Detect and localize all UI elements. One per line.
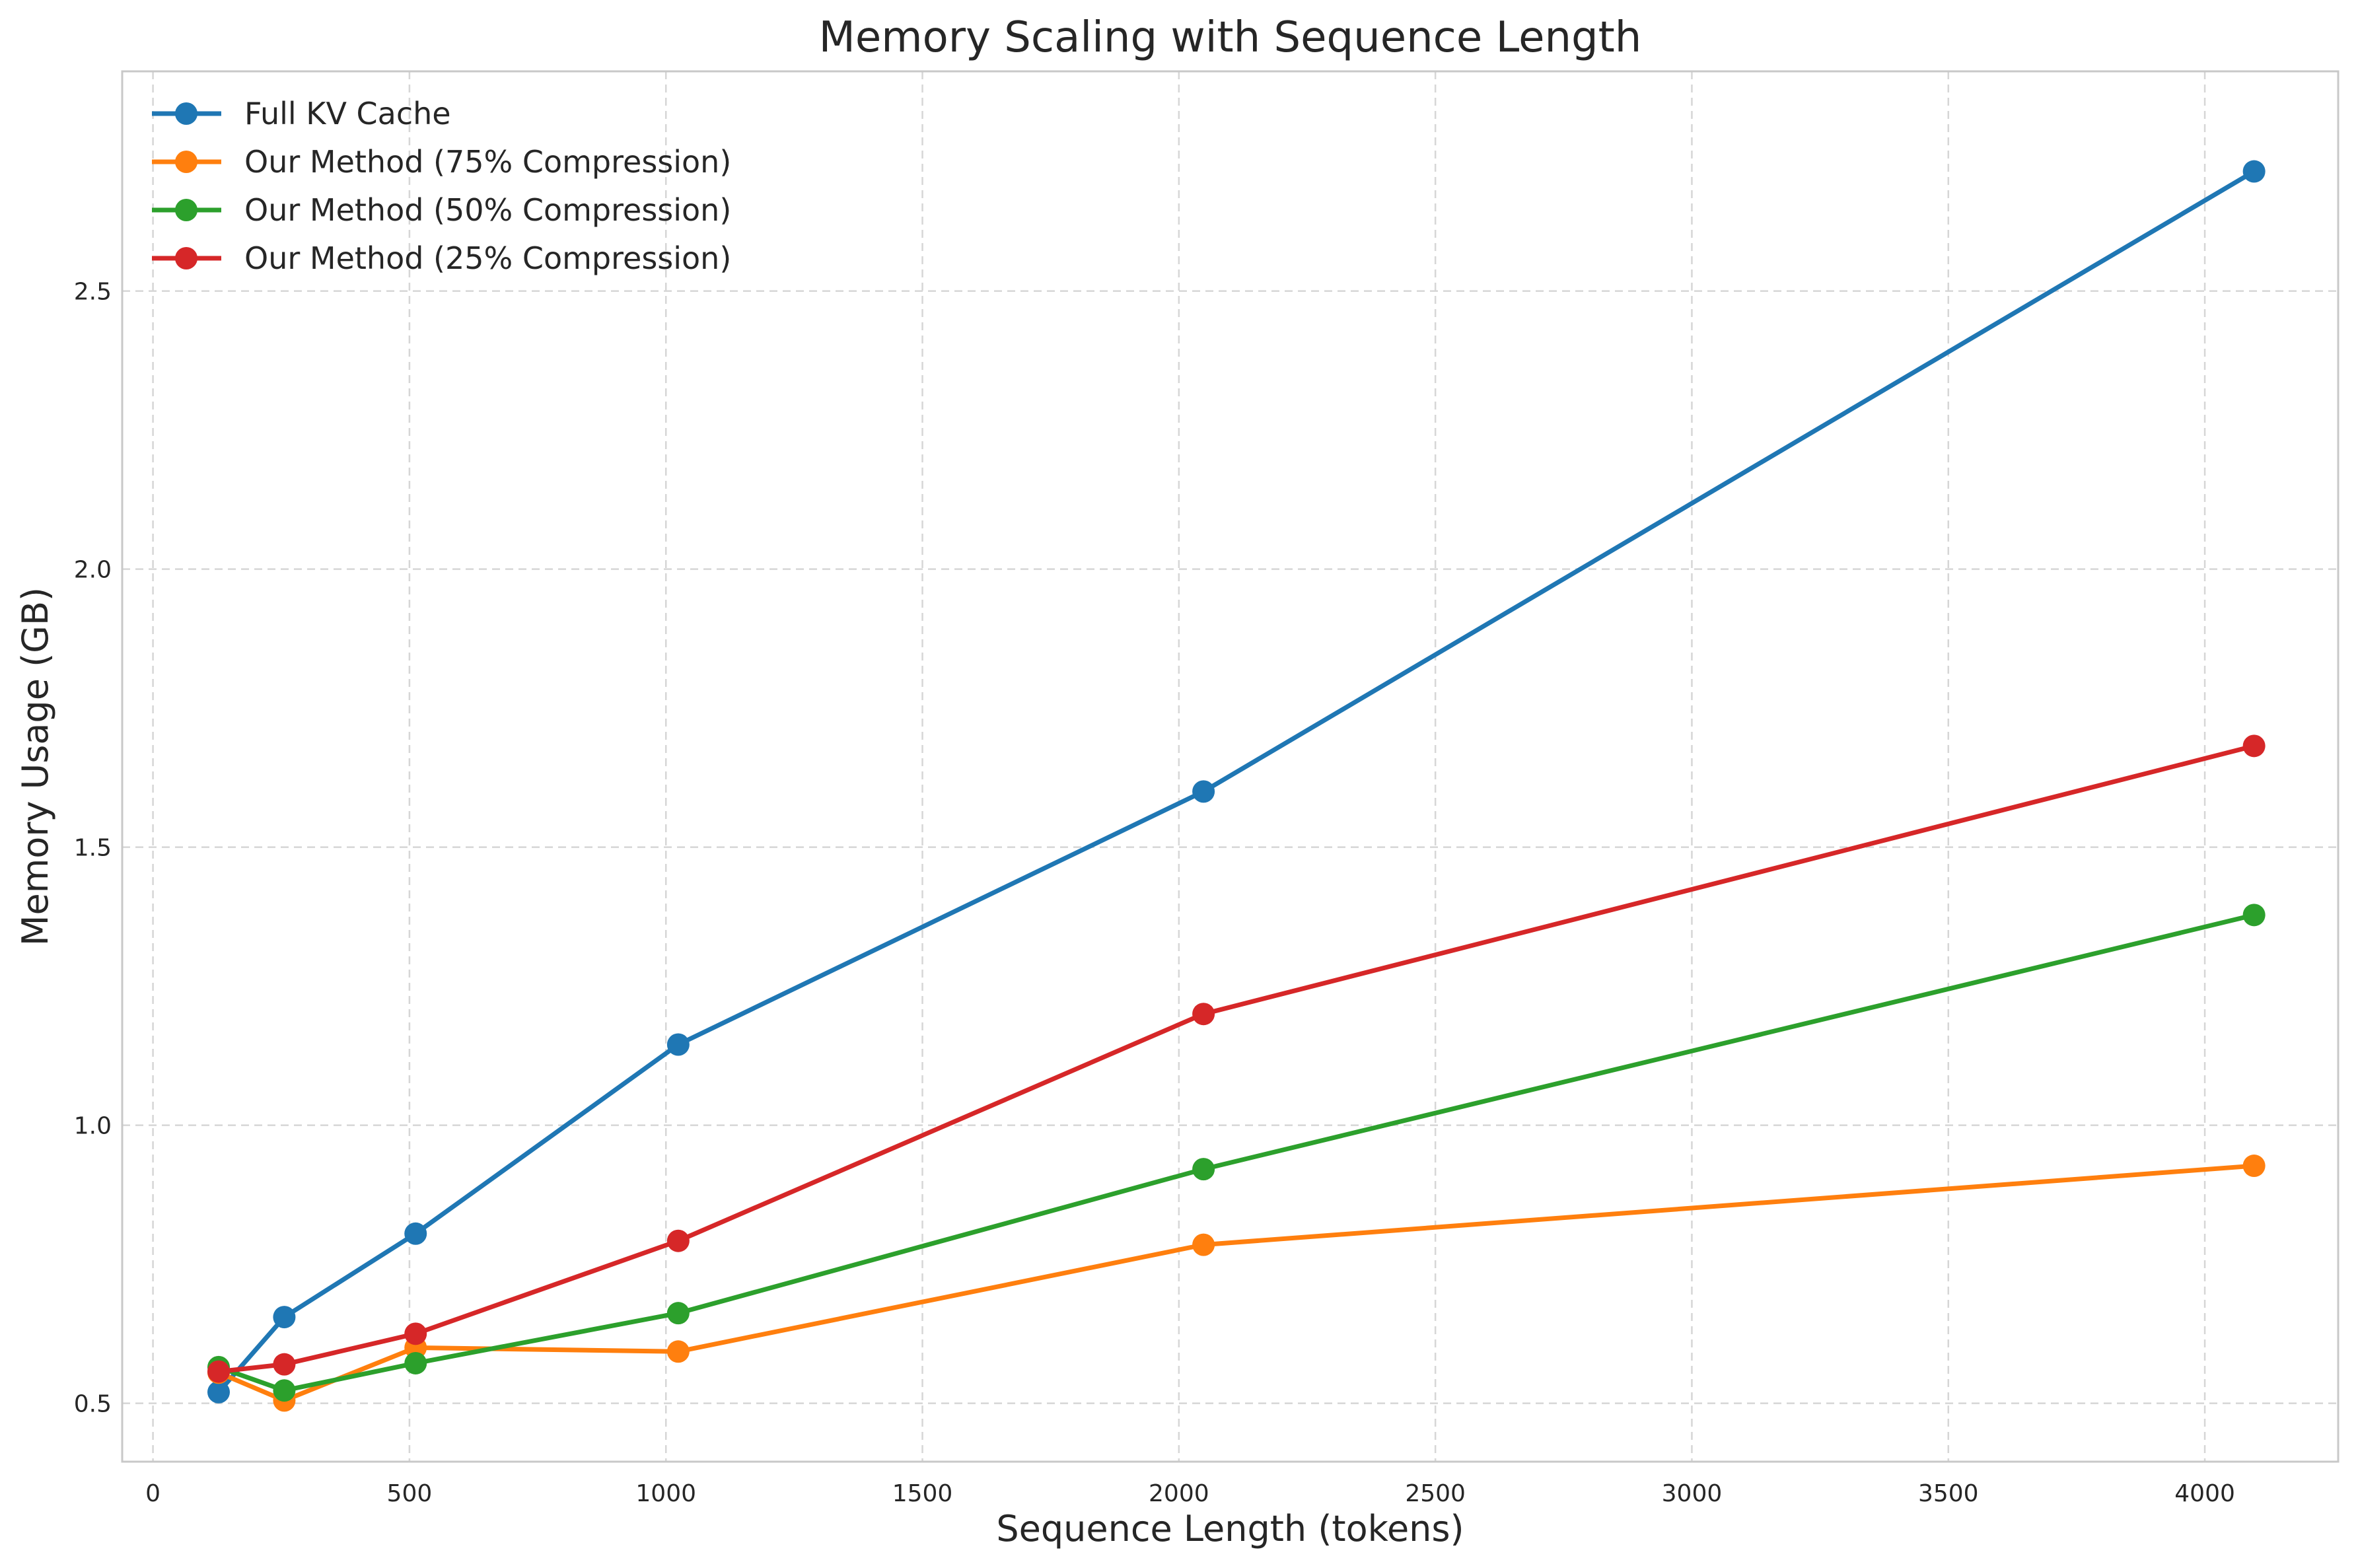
legend-label: Our Method (50% Compression) (244, 192, 731, 228)
y-axis-title: Memory Usage (GB) (15, 587, 56, 946)
x-tick-label: 2500 (1405, 1480, 1466, 1507)
legend-marker (175, 199, 197, 221)
data-point (2242, 904, 2266, 927)
data-point (404, 1322, 427, 1345)
data-point (207, 1380, 231, 1404)
data-point (273, 1306, 296, 1329)
legend: Full KV Cache Our Method (75% Compression… (152, 96, 731, 276)
data-point (1192, 1233, 1215, 1256)
legend-marker (175, 102, 197, 125)
x-tick-label: 0 (145, 1480, 161, 1507)
x-tick-label: 2000 (1149, 1480, 1209, 1507)
series-line (216, 169, 2257, 1395)
data-point (666, 1340, 690, 1363)
data-point (2242, 1155, 2266, 1178)
legend-label: Full KV Cache (244, 96, 451, 131)
data-point (666, 1229, 690, 1252)
data-point (1192, 1003, 1215, 1026)
data-point (207, 1360, 231, 1383)
x-tick-label: 1000 (635, 1480, 696, 1507)
y-tick-label: 0.5 (74, 1391, 112, 1418)
series-3 (207, 734, 2266, 1383)
legend-label: Our Method (25% Compression) (244, 240, 731, 276)
data-point (2242, 734, 2266, 758)
series-1 (207, 1155, 2266, 1412)
x-axis-ticks: 0 500 1000 1500 2000 2500 3000 3500 4000 (145, 1480, 2235, 1507)
series-layer (207, 160, 2266, 1412)
y-tick-label: 2.5 (74, 279, 112, 306)
plot-frame (121, 70, 2340, 1463)
series-0 (207, 160, 2266, 1404)
x-tick-label: 3000 (1662, 1480, 1723, 1507)
x-tick-label: 4000 (2174, 1480, 2235, 1507)
data-point (273, 1379, 296, 1402)
legend-item: Full KV Cache (152, 96, 451, 131)
x-axis-title: Sequence Length (tokens) (996, 1508, 1464, 1550)
y-tick-label: 1.5 (74, 835, 112, 862)
data-point (273, 1353, 296, 1376)
y-tick-label: 2.0 (74, 557, 112, 584)
chart-title: Memory Scaling with Sequence Length (819, 13, 1642, 62)
grid-lines (122, 71, 2338, 1462)
y-tick-label: 1.0 (74, 1113, 112, 1140)
data-point (404, 1222, 427, 1245)
x-tick-label: 3500 (1918, 1480, 1979, 1507)
legend-item: Our Method (75% Compression) (152, 144, 731, 180)
data-point (2242, 160, 2266, 183)
legend-item: Our Method (50% Compression) (152, 192, 731, 228)
x-tick-label: 1500 (892, 1480, 953, 1507)
legend-marker (175, 247, 197, 269)
data-point (666, 1033, 690, 1056)
data-point (404, 1351, 427, 1374)
legend-marker (175, 151, 197, 173)
y-axis-ticks: 0.5 1.0 1.5 2.0 2.5 (74, 279, 112, 1418)
series-2 (207, 904, 2266, 1402)
legend-item: Our Method (25% Compression) (152, 240, 731, 276)
legend-label: Our Method (75% Compression) (244, 144, 731, 180)
series-line (216, 912, 2257, 1393)
data-point (1192, 1158, 1215, 1181)
x-tick-label: 500 (387, 1480, 433, 1507)
data-point (1192, 780, 1215, 803)
series-line (216, 1163, 2257, 1403)
data-point (666, 1302, 690, 1325)
